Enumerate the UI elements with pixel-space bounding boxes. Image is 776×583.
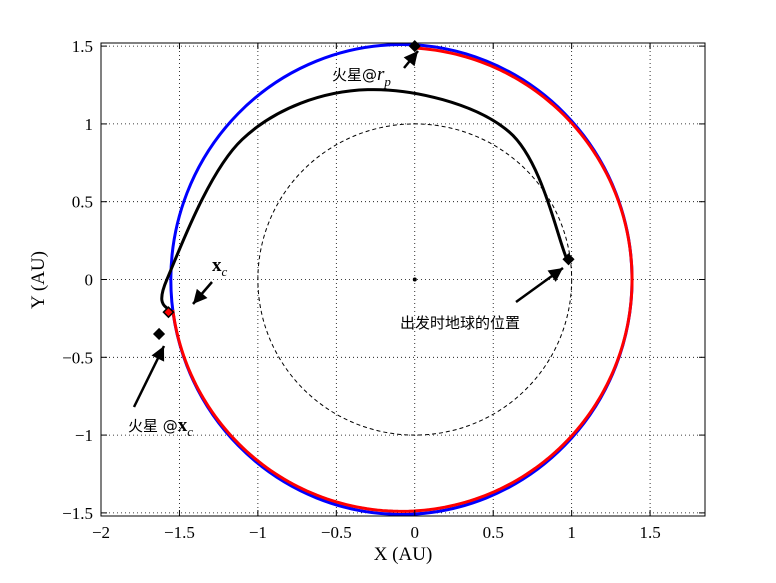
arrow-mars-rp-head [403, 51, 418, 67]
y-tick-label: −1 [75, 426, 93, 445]
arrow-mars-xc-head [151, 346, 165, 362]
arrow-xc-head [193, 288, 208, 304]
markers [152, 40, 575, 341]
annotation-xc-x: x [212, 255, 222, 276]
transfer-arc-red [171, 46, 634, 513]
marker-mars-rp [408, 40, 421, 53]
annotation-mars-xc-sub: c [187, 424, 193, 439]
annotation-mars-rp: 火星@rp [332, 64, 391, 89]
earth-orbit-dashed [257, 123, 573, 436]
x-tick-label: 1 [567, 523, 576, 542]
sun-dot [412, 277, 417, 282]
y-tick-label: −0.5 [62, 348, 93, 367]
annotation-mars-rp-r: r [377, 64, 385, 85]
y-tick-label: 1.5 [72, 37, 93, 56]
y-tick-label: 0.5 [72, 193, 93, 212]
transfer-arc-black [160, 88, 569, 312]
annotation-earth-departure: 出发时地球的位置 [400, 314, 520, 332]
annotation-arrows [132, 50, 564, 408]
x-tick-label: −2 [92, 523, 110, 542]
marker-mars-xc [152, 327, 166, 341]
annotation-mars-xc-x: x [178, 415, 188, 436]
x-tick-label: −1 [249, 523, 267, 542]
annotation-mars-rp-prefix: 火星@ [332, 66, 377, 84]
y-tick-label: −1.5 [62, 504, 93, 523]
x-tick-label: −0.5 [321, 523, 352, 542]
axis-ticks: −2 −1.5 −1 −0.5 0 0.5 1 1.5−1.5−1−0.500.511.5 [62, 37, 705, 542]
x-tick-label: −1.5 [164, 523, 195, 542]
y-axis-label: Y (AU) [28, 251, 49, 309]
annotation-xc-sub: c [222, 264, 228, 279]
annotation-xc: xc [212, 255, 228, 279]
x-tick-label: 1.5 [639, 523, 660, 542]
marker-earth-departure [562, 253, 575, 266]
y-tick-label: 1 [85, 115, 94, 134]
marker-xc [162, 306, 175, 319]
annotation-mars-xc: 火星 @xc [128, 415, 193, 439]
orbit-curves [160, 43, 634, 516]
x-tick-label: 0.5 [483, 523, 504, 542]
x-tick-label: 0 [411, 523, 420, 542]
x-axis-label: X (AU) [374, 544, 433, 565]
annotation-mars-xc-prefix: 火星 @ [128, 417, 178, 435]
arrow-earth-departure-head [547, 268, 563, 282]
y-tick-label: 0 [85, 271, 94, 290]
annotation-mars-rp-sub: p [383, 74, 391, 89]
